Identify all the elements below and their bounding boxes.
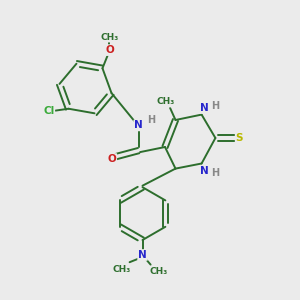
Text: N: N — [200, 166, 209, 176]
Text: H: H — [211, 101, 219, 111]
Text: S: S — [236, 133, 243, 143]
Text: Cl: Cl — [43, 106, 54, 116]
Text: O: O — [107, 154, 116, 164]
Text: H: H — [211, 168, 219, 178]
Text: N: N — [200, 103, 209, 113]
Text: CH₃: CH₃ — [112, 265, 130, 274]
Text: H: H — [147, 115, 155, 125]
Text: N: N — [134, 120, 143, 130]
Text: CH₃: CH₃ — [149, 267, 167, 276]
Text: CH₃: CH₃ — [100, 33, 118, 42]
Text: O: O — [105, 45, 114, 55]
Text: CH₃: CH₃ — [157, 98, 175, 106]
Text: N: N — [138, 250, 147, 260]
